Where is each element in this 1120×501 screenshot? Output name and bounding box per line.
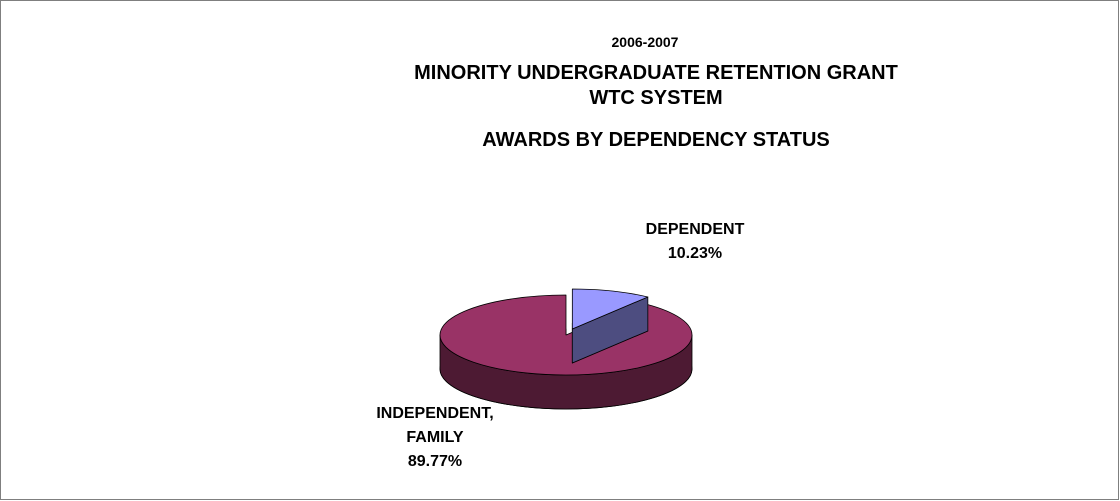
chart-title-year: 2006-2007 [611, 34, 679, 50]
pie-slice-dependent [571, 288, 649, 330]
data-label-dependent-value: 10.23% [667, 245, 723, 262]
data-label-dependent: DEPENDENT 10.23% [620, 218, 770, 266]
chart-title-line-2: WTC SYSTEM [589, 87, 723, 109]
data-label-dependent-category: DEPENDENT [645, 221, 745, 238]
data-label-independent-category-line-2: FAMILY [406, 429, 464, 446]
data-label-independent-family: INDEPENDENT, FAMILY 89.77% [360, 402, 510, 474]
data-label-independent-value: 89.77% [407, 453, 463, 470]
chart-title-line-3: AWARDS BY DEPENDENCY STATUS [482, 129, 830, 151]
chart-title-line-1: MINORITY UNDERGRADUATE RETENTION GRANT [414, 62, 898, 84]
data-label-independent-category-line-1: INDEPENDENT, [376, 405, 494, 422]
pie-slice-independent-family [439, 294, 693, 376]
